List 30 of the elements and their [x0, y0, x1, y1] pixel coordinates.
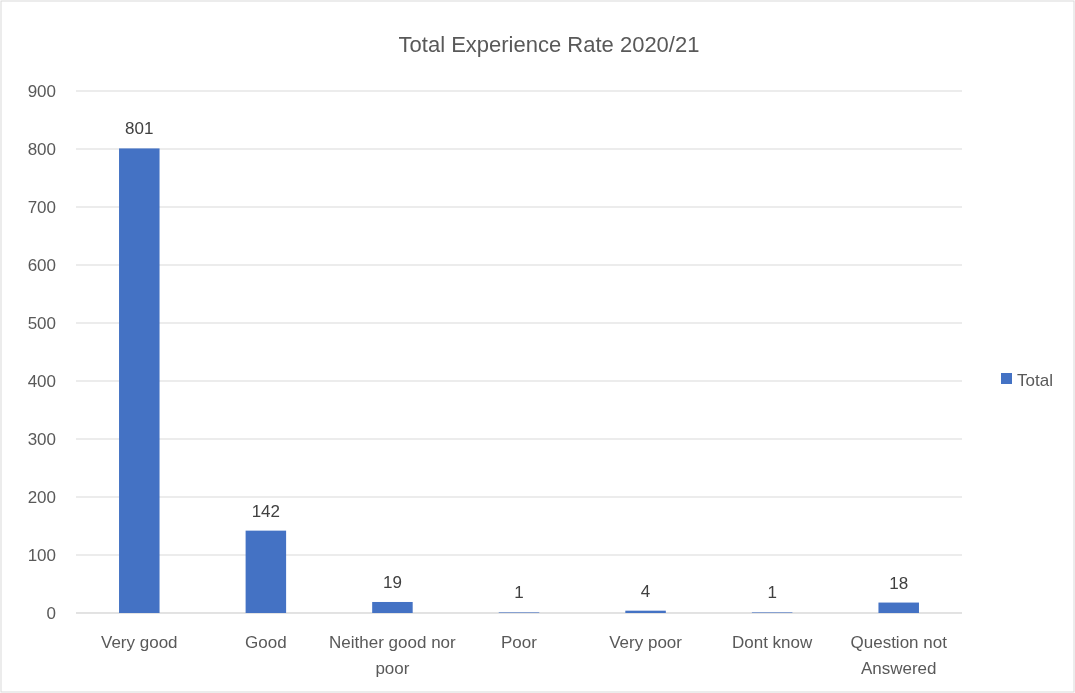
legend-label: Total [1017, 371, 1053, 390]
y-tick-label: 0 [46, 604, 56, 623]
x-tick-label: Dont know [731, 633, 814, 652]
bar [119, 148, 160, 613]
bar [372, 601, 413, 613]
x-tick-label: Very good [101, 633, 178, 652]
x-tick-label: Very poor [609, 633, 683, 652]
bar [878, 602, 919, 613]
y-tick-label: 100 [27, 546, 56, 565]
data-label: 19 [382, 572, 402, 592]
y-tick-label: 700 [27, 198, 56, 217]
y-tick-label: 800 [27, 140, 56, 159]
data-label: 18 [889, 573, 909, 593]
data-label: 4 [640, 581, 651, 601]
y-tick-label: 400 [27, 372, 56, 391]
x-tick-label: Question not Answered [850, 633, 948, 678]
y-tick-label: 900 [27, 82, 56, 101]
y-tick-label: 500 [27, 314, 56, 333]
x-tick-label: Good [245, 633, 287, 652]
y-tick-label: 600 [27, 256, 56, 275]
bar [245, 530, 287, 613]
x-tick-label: Poor [501, 633, 538, 652]
y-tick-label: 300 [27, 430, 56, 449]
data-label: 1 [767, 583, 777, 603]
y-tick-label: 200 [27, 488, 56, 507]
chart-title: Total Experience Rate 2020/21 [398, 32, 700, 57]
data-label: 801 [125, 119, 154, 139]
data-label: 1 [514, 583, 524, 603]
x-tick-label: Neither good nor poor [329, 633, 457, 678]
data-label: 142 [251, 501, 281, 521]
